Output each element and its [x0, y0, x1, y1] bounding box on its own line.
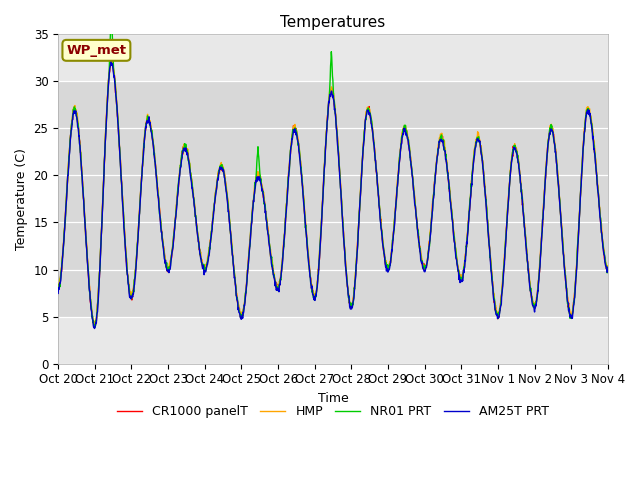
NR01 PRT	[164, 265, 172, 271]
Line: CR1000 panelT: CR1000 panelT	[58, 62, 608, 325]
NR01 PRT	[419, 263, 427, 268]
Title: Temperatures: Temperatures	[280, 15, 386, 30]
HMP	[107, 56, 115, 61]
AM25T PRT	[419, 265, 427, 271]
HMP	[419, 261, 427, 267]
NR01 PRT	[239, 313, 246, 319]
NR01 PRT	[108, 12, 115, 17]
Y-axis label: Temperature (C): Temperature (C)	[15, 148, 28, 250]
CR1000 panelT	[108, 59, 115, 65]
HMP	[164, 267, 172, 273]
AM25T PRT	[604, 268, 612, 274]
NR01 PRT	[177, 156, 185, 162]
AM25T PRT	[164, 268, 172, 274]
CR1000 panelT	[419, 265, 427, 271]
CR1000 panelT	[540, 207, 547, 213]
HMP	[491, 304, 499, 310]
Line: NR01 PRT: NR01 PRT	[58, 14, 608, 327]
Text: WP_met: WP_met	[67, 44, 126, 57]
AM25T PRT	[107, 58, 115, 64]
CR1000 panelT	[92, 323, 99, 328]
CR1000 panelT	[54, 286, 62, 291]
Legend: CR1000 panelT, HMP, NR01 PRT, AM25T PRT: CR1000 panelT, HMP, NR01 PRT, AM25T PRT	[112, 400, 554, 423]
CR1000 panelT	[164, 265, 172, 271]
Line: HMP: HMP	[58, 59, 608, 325]
HMP	[604, 264, 612, 269]
Bar	[58, 81, 608, 317]
NR01 PRT	[91, 324, 99, 330]
HMP	[177, 156, 185, 161]
X-axis label: Time: Time	[317, 392, 348, 405]
AM25T PRT	[540, 208, 547, 214]
AM25T PRT	[239, 315, 246, 321]
AM25T PRT	[177, 160, 185, 166]
AM25T PRT	[91, 325, 99, 331]
NR01 PRT	[540, 208, 547, 214]
CR1000 panelT	[491, 300, 499, 306]
CR1000 panelT	[239, 310, 246, 316]
NR01 PRT	[54, 287, 62, 293]
AM25T PRT	[491, 305, 499, 311]
NR01 PRT	[491, 302, 499, 308]
NR01 PRT	[604, 264, 612, 270]
CR1000 panelT	[604, 268, 612, 274]
HMP	[540, 204, 547, 209]
HMP	[239, 310, 246, 316]
HMP	[54, 284, 62, 289]
HMP	[90, 322, 97, 328]
CR1000 panelT	[177, 157, 185, 163]
Line: AM25T PRT: AM25T PRT	[58, 61, 608, 328]
AM25T PRT	[54, 290, 62, 296]
